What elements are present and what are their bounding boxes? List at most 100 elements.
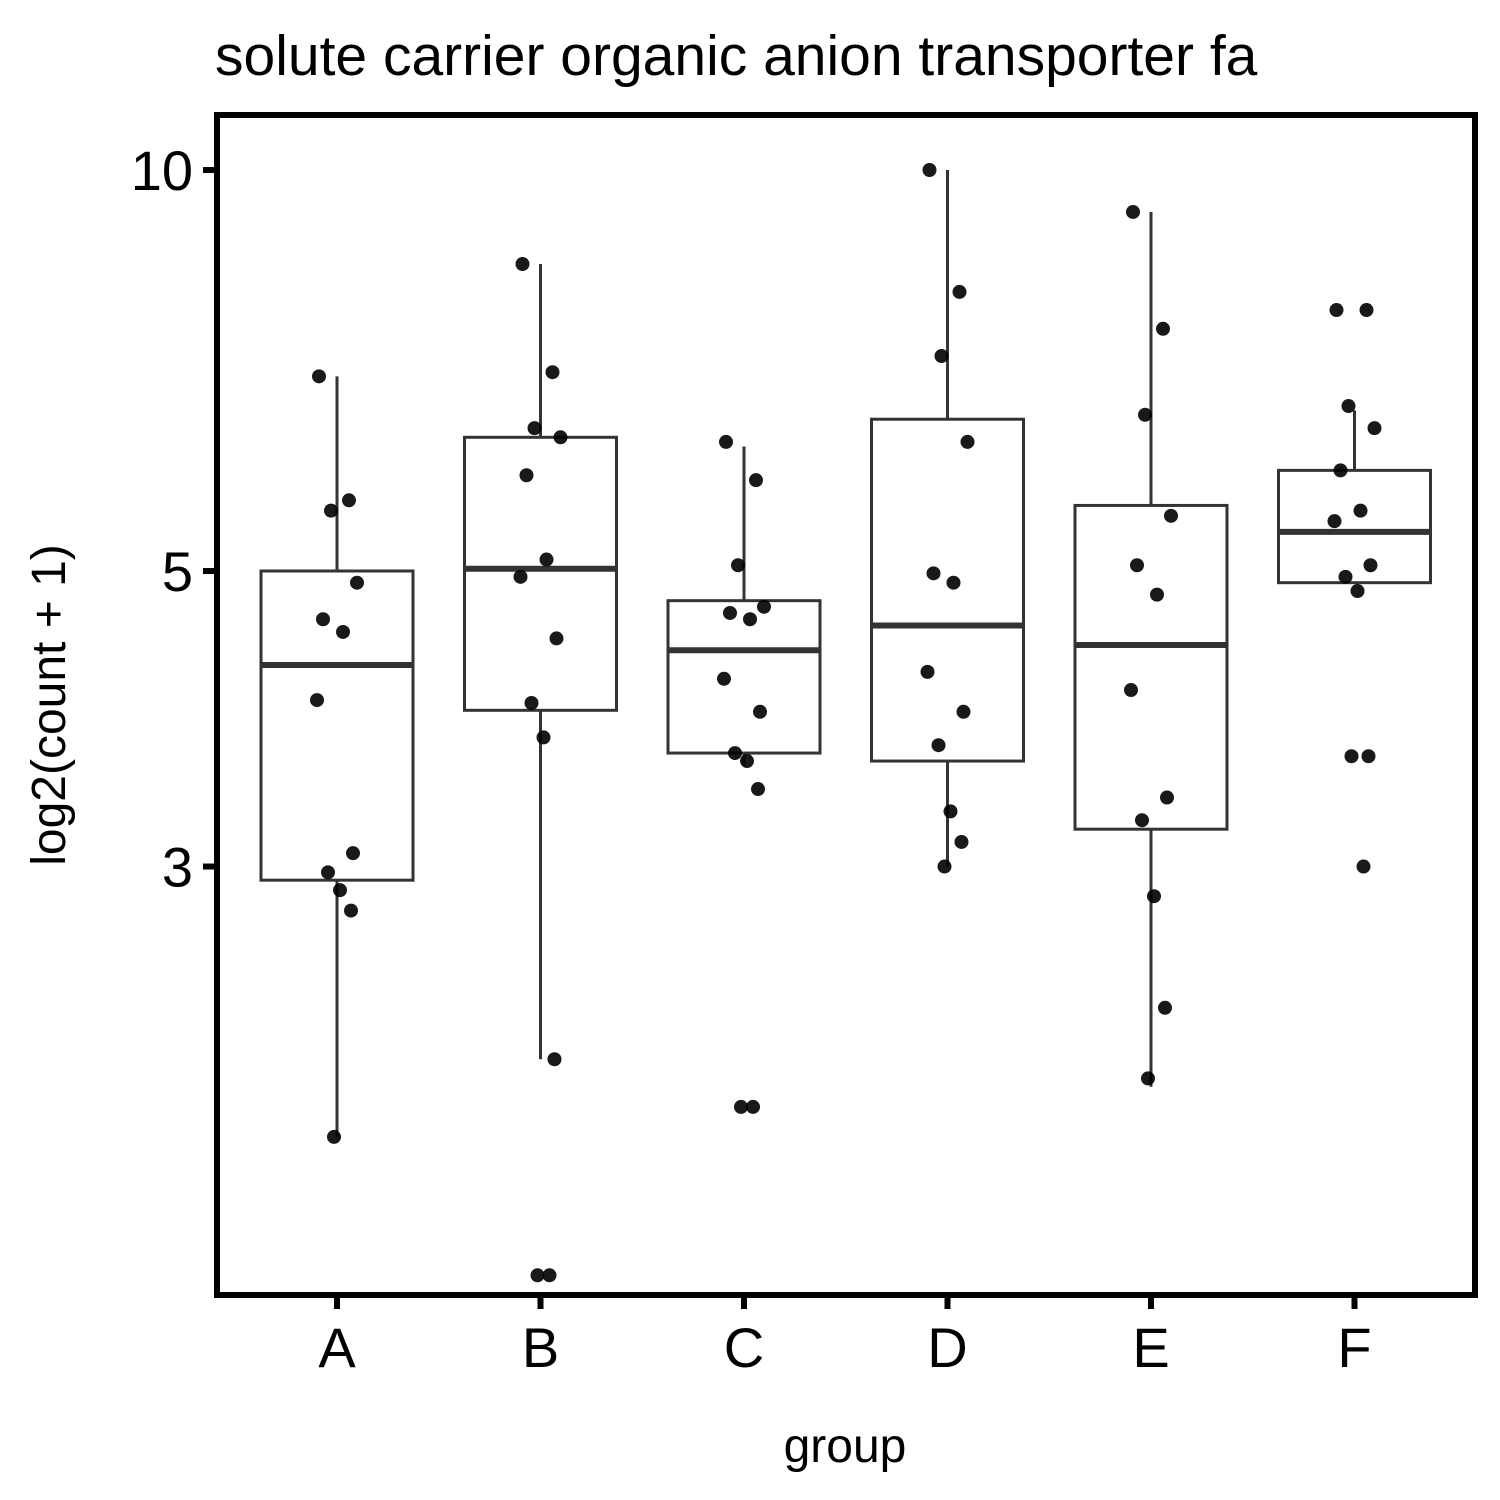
data-point <box>515 257 530 272</box>
data-point <box>1135 813 1149 828</box>
points-group-B <box>513 257 568 1283</box>
box-group-E <box>1073 211 1229 1087</box>
data-point <box>931 738 946 753</box>
data-point <box>937 859 952 874</box>
data-point <box>336 624 350 639</box>
points-group-E <box>1124 204 1178 1086</box>
panel-border <box>214 112 1478 1298</box>
data-point <box>536 730 551 745</box>
data-point <box>316 612 330 627</box>
iqr-box <box>666 599 822 755</box>
y-axis-title: log2(count + 1) <box>23 544 76 866</box>
data-point <box>1333 463 1348 478</box>
data-point <box>954 834 969 849</box>
data-point <box>1338 569 1353 584</box>
data-point <box>519 468 534 483</box>
data-point <box>956 704 971 719</box>
data-point <box>1359 303 1374 318</box>
data-point <box>1341 399 1356 414</box>
data-point <box>1361 749 1376 764</box>
data-point <box>1150 587 1164 602</box>
data-point <box>524 695 539 710</box>
data-point <box>749 473 763 488</box>
data-point <box>920 664 935 679</box>
data-point <box>1147 889 1161 904</box>
box-group-D <box>870 170 1025 867</box>
x-tick-label: A <box>318 1316 356 1379</box>
data-point <box>746 1099 760 1114</box>
data-point <box>333 883 347 898</box>
y-tick-label: 5 <box>162 540 193 603</box>
data-point <box>1160 790 1174 805</box>
data-point <box>1164 508 1178 523</box>
data-point <box>946 575 961 590</box>
data-point <box>553 430 568 445</box>
data-point <box>321 865 335 880</box>
data-point <box>1138 407 1152 422</box>
data-point <box>943 804 958 819</box>
data-point <box>1356 859 1371 874</box>
data-point <box>530 1268 545 1283</box>
data-point <box>934 349 949 364</box>
data-point <box>1353 503 1368 518</box>
iqr-box <box>1073 503 1229 831</box>
data-point <box>350 575 364 590</box>
data-point <box>1158 1000 1172 1015</box>
x-axis: A B C D E F <box>318 1295 1372 1379</box>
data-point <box>346 846 360 861</box>
data-point <box>740 754 754 769</box>
iqr-box <box>463 435 618 712</box>
data-point <box>327 1129 341 1144</box>
data-point <box>1141 1071 1155 1086</box>
data-point <box>542 1268 557 1283</box>
data-point <box>547 1052 562 1067</box>
x-tick-label: C <box>724 1316 764 1379</box>
box-group-B <box>463 264 618 1060</box>
data-point <box>926 566 941 581</box>
data-point <box>527 421 542 436</box>
plot-marks <box>259 163 1432 1283</box>
data-point <box>717 671 731 686</box>
x-tick-label: E <box>1132 1316 1169 1379</box>
points-group-C <box>717 434 771 1114</box>
data-point <box>513 569 528 584</box>
data-point <box>1124 683 1138 698</box>
data-point <box>751 782 765 797</box>
data-point <box>1363 558 1378 573</box>
points-group-A <box>310 369 364 1144</box>
data-point <box>734 1099 748 1114</box>
data-point <box>1130 558 1144 573</box>
iqr-box <box>1277 468 1432 585</box>
data-point <box>753 704 767 719</box>
x-axis-title: group <box>784 1420 907 1473</box>
iqr-box <box>870 417 1025 763</box>
x-tick-label: F <box>1337 1316 1371 1379</box>
y-tick-label: 3 <box>162 836 193 899</box>
data-point <box>342 493 356 508</box>
data-point <box>312 369 326 384</box>
box-group-F <box>1277 410 1432 585</box>
data-point <box>1126 204 1140 219</box>
data-point <box>1156 321 1170 336</box>
y-tick-label: 10 <box>131 139 193 202</box>
data-point <box>1327 514 1342 529</box>
data-point <box>344 903 358 918</box>
data-point <box>922 163 937 177</box>
x-tick-label: D <box>927 1316 967 1379</box>
data-point <box>719 434 733 449</box>
box-group-A <box>259 376 415 1137</box>
data-point <box>539 552 554 567</box>
data-point <box>757 599 771 614</box>
data-point <box>952 284 967 299</box>
data-point <box>1350 584 1365 599</box>
data-point <box>549 631 564 646</box>
data-point <box>723 605 737 620</box>
data-point <box>731 558 745 573</box>
box-group-C <box>666 446 822 766</box>
x-tick-label: B <box>522 1316 559 1379</box>
data-point <box>324 503 338 518</box>
y-axis: 3 5 10 <box>131 139 217 899</box>
chart-title: solute carrier organic anion transporter… <box>215 24 1258 88</box>
data-point <box>545 365 560 380</box>
data-point <box>1329 303 1344 318</box>
